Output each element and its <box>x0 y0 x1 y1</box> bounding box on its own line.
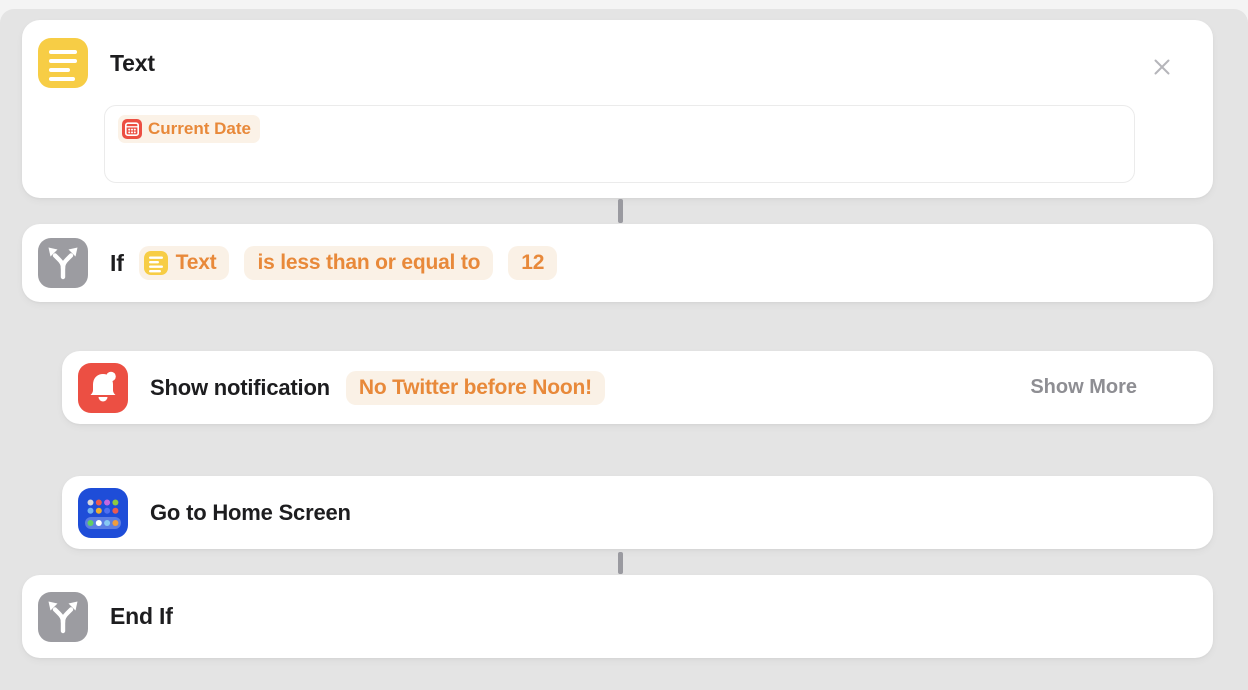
show-more-button[interactable]: Show More <box>1030 376 1137 398</box>
if-variable-token-label: Text <box>175 251 217 274</box>
if-condition-token[interactable]: is less than or equal to <box>244 246 494 280</box>
notification-body: Show notification No Twitter before Noon… <box>150 370 1008 405</box>
branch-icon <box>38 238 88 288</box>
close-icon[interactable] <box>1146 51 1178 83</box>
if-condition-row: If Text is less than or equal to 12 <box>110 246 558 280</box>
action-card-if[interactable]: If Text is less than or equal to 12 <box>22 224 1213 302</box>
action-title-go-to-home-screen: Go to Home Screen <box>150 499 351 525</box>
if-value-token[interactable]: 12 <box>508 246 558 280</box>
current-date-token[interactable]: Current Date <box>118 115 260 143</box>
current-date-token-label: Current Date <box>148 119 251 138</box>
text-lines-icon <box>143 251 168 275</box>
home-screen-grid-icon <box>78 487 128 538</box>
if-keyword: If <box>110 249 124 276</box>
if-variable-token[interactable]: Text <box>138 246 230 280</box>
end-if-keyword: End If <box>110 603 173 629</box>
if-value-token-label: 12 <box>521 251 545 274</box>
action-title-show-notification: Show notification <box>150 374 330 400</box>
action-title-text: Text <box>110 49 155 76</box>
notification-message-label: No Twitter before Noon! <box>358 375 592 399</box>
action-card-show-notification[interactable]: Show notification No Twitter before Noon… <box>62 351 1213 424</box>
calendar-icon <box>122 119 142 139</box>
action-card-go-to-home-screen[interactable]: Go to Home Screen <box>62 476 1213 549</box>
connector-bar <box>618 199 623 223</box>
action-card-text[interactable]: Text Current Date <box>22 20 1213 198</box>
text-lines-icon <box>38 38 88 88</box>
text-card-header: Text <box>22 20 1213 88</box>
text-input-field[interactable]: Current Date <box>104 105 1135 183</box>
action-card-end-if[interactable]: End If <box>22 575 1213 658</box>
branch-icon <box>38 591 88 642</box>
if-condition-token-label: is less than or equal to <box>257 251 481 274</box>
connector-bar <box>618 552 623 574</box>
bell-icon <box>78 362 128 413</box>
notification-message-token[interactable]: No Twitter before Noon! <box>345 370 605 405</box>
